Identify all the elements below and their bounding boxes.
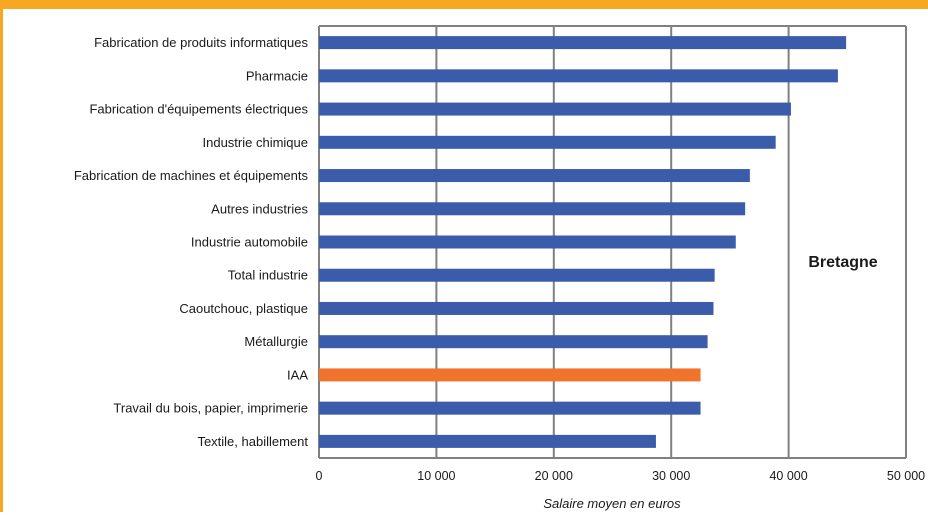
bar-5 (319, 169, 750, 183)
category-label: Fabrication d'équipements électriques (89, 102, 308, 117)
category-label: Autres industries (211, 201, 308, 216)
category-label: IAA (287, 367, 308, 382)
category-label: Caoutchouc, plastique (179, 301, 308, 316)
bar-3 (319, 102, 791, 116)
bar-chart: Fabrication de produits informatiques Pha… (74, 25, 925, 511)
bar-8 (319, 268, 715, 282)
bretagne-annotation: Bretagne (808, 254, 877, 271)
x-tick-label: 30 000 (652, 469, 690, 483)
category-label: Pharmacie (246, 68, 308, 83)
category-label: Fabrication de machines et équipements (74, 168, 309, 183)
bar-9 (319, 301, 714, 315)
bar-6 (319, 202, 746, 216)
bar-4 (319, 135, 776, 149)
bar-2 (319, 69, 838, 83)
x-tick-label: 0 (316, 469, 323, 483)
x-tick-label: 10 000 (417, 469, 455, 483)
bar-1 (319, 36, 847, 50)
category-label: Industrie automobile (191, 235, 308, 250)
category-label: Total industrie (228, 268, 308, 283)
bar-12 (319, 401, 701, 415)
bar-10 (319, 335, 708, 349)
category-label: Textile, habillement (197, 434, 308, 449)
x-tick-label: 20 000 (535, 469, 573, 483)
bar-11 (319, 368, 701, 382)
category-label: Travail du bois, papier, imprimerie (113, 401, 308, 416)
x-axis-title: Salaire moyen en euros (543, 496, 681, 511)
category-label: Fabrication de produits informatiques (94, 35, 308, 50)
x-tick-label: 50 000 (887, 469, 925, 483)
bar-13 (319, 434, 656, 448)
x-tick-label: 40 000 (769, 469, 807, 483)
category-label: Industrie chimique (203, 135, 309, 150)
bar-7 (319, 235, 736, 249)
category-label: Métallurgie (244, 334, 308, 349)
